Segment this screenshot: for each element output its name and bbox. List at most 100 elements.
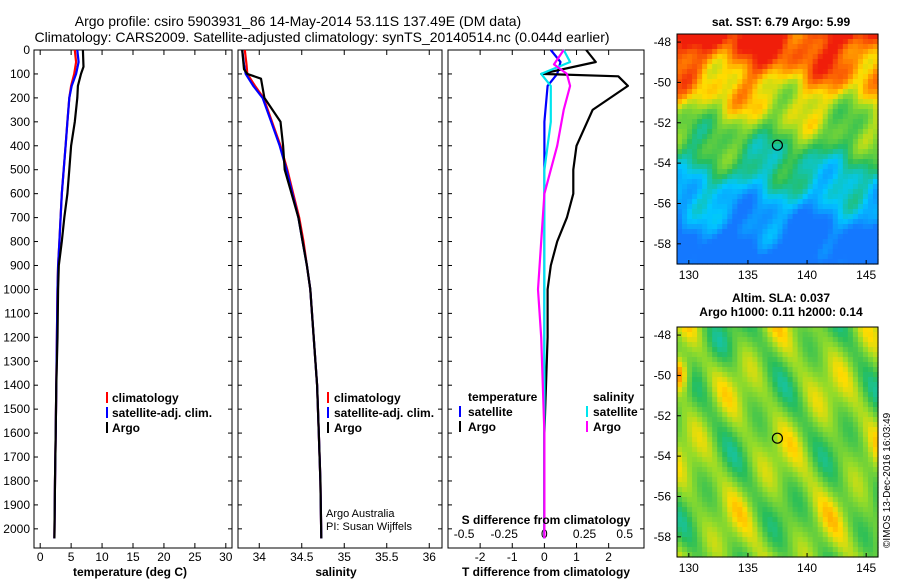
heatmap-cell — [852, 54, 859, 60]
heatmap-cell — [817, 427, 824, 433]
heatmap-cell — [762, 104, 769, 110]
heatmap-cell — [722, 184, 728, 190]
heatmap-cell — [807, 144, 814, 150]
heatmap-cell — [832, 199, 839, 205]
heatmap-cell — [747, 552, 753, 558]
heatmap-cell — [837, 54, 844, 60]
heatmap-cell — [697, 99, 703, 105]
heatmap-cell — [697, 547, 703, 553]
heatmap-cell — [762, 99, 769, 105]
heatmap-cell — [802, 547, 809, 553]
heatmap-cell — [762, 552, 769, 558]
heatmap-cell — [697, 387, 703, 393]
heatmap-cell — [712, 447, 718, 453]
heatmap-cell — [867, 457, 874, 463]
heatmap-cell — [732, 254, 738, 260]
heatmap-cell — [822, 337, 829, 343]
heatmap-cell — [837, 367, 844, 373]
heatmap-cell — [842, 249, 849, 255]
heatmap-cell — [817, 447, 824, 453]
heatmap-cell — [787, 452, 794, 458]
heatmap-cell — [777, 477, 784, 483]
heatmap-cell — [772, 89, 779, 95]
heatmap-cell — [767, 69, 774, 75]
heatmap-cell — [812, 402, 819, 408]
heatmap-cell — [767, 527, 774, 533]
heatmap-cell — [827, 249, 834, 255]
heatmap-cell — [862, 367, 869, 373]
heatmap-cell — [737, 244, 743, 250]
heatmap-cell — [687, 402, 693, 408]
heatmap-cell — [842, 327, 849, 333]
heatmap-cell — [747, 224, 753, 230]
heatmap-cell — [712, 134, 718, 140]
heatmap-cell — [777, 397, 784, 403]
heatmap-cell — [692, 532, 698, 538]
heatmap-cell — [867, 512, 874, 518]
heatmap-cell — [737, 407, 743, 413]
heatmap-cell — [847, 537, 854, 543]
heatmap-cell — [727, 467, 733, 473]
heatmap-cell — [757, 327, 764, 333]
heatmap-cell — [727, 34, 733, 40]
heatmap-cell — [752, 522, 759, 528]
heatmap-cell — [772, 109, 779, 115]
heatmap-cell — [757, 79, 764, 85]
heatmap-cell — [682, 432, 688, 438]
heatmap-cell — [707, 442, 713, 448]
heatmap-cell — [727, 397, 733, 403]
heatmap-cell — [687, 537, 693, 543]
heatmap-cell — [737, 422, 743, 428]
heatmap-cell — [872, 209, 879, 215]
heatmap-cell — [737, 522, 743, 528]
heatmap-cell — [717, 382, 723, 388]
salinity-difference-tick-label: 0.5 — [616, 527, 633, 541]
heatmap-cell — [852, 209, 859, 215]
heatmap-cell — [862, 362, 869, 368]
heatmap-cell — [682, 337, 688, 343]
heatmap-cell — [822, 189, 829, 195]
heatmap-cell — [757, 517, 764, 523]
heatmap-cell — [852, 512, 859, 518]
heatmap-cell — [792, 104, 799, 110]
heatmap-cell — [807, 537, 814, 543]
heatmap-cell — [847, 144, 854, 150]
heatmap-cell — [747, 109, 753, 115]
temperature-x-ticks: 0 5 10 15 20 25 30 — [37, 50, 233, 564]
heatmap-cell — [852, 94, 859, 100]
heatmap-cell — [712, 387, 718, 393]
heatmap-cell — [727, 189, 733, 195]
heatmap-cell — [722, 59, 728, 65]
heatmap-cell — [822, 169, 829, 175]
heatmap-cell — [697, 432, 703, 438]
heatmap-cell — [782, 537, 789, 543]
heatmap-cell — [702, 357, 708, 363]
heatmap-cell — [792, 219, 799, 225]
heatmap-cell — [752, 239, 759, 245]
heatmap-cell — [747, 362, 753, 368]
heatmap-cell — [757, 174, 764, 180]
heatmap-cell — [817, 512, 824, 518]
argo-profile-line — [241, 49, 323, 539]
heatmap-cell — [732, 337, 738, 343]
heatmap-cell — [697, 347, 703, 353]
heatmap-cell — [777, 249, 784, 255]
heatmap-cell — [802, 144, 809, 150]
heatmap-cell — [762, 109, 769, 115]
temperature-legend: climatology satellite-adj. clim. Argo — [106, 391, 212, 435]
heatmap-cell — [792, 54, 799, 60]
heatmap-cell — [797, 387, 804, 393]
heatmap-cell — [682, 362, 688, 368]
heatmap-cell — [687, 487, 693, 493]
heatmap-cell — [702, 542, 708, 548]
heatmap-cell — [812, 114, 819, 120]
heatmap-cell — [867, 387, 874, 393]
heatmap-cell — [727, 482, 733, 488]
heatmap-cell — [727, 507, 733, 513]
heatmap-cell — [827, 417, 834, 423]
heatmap-cell — [777, 104, 784, 110]
heatmap-cell — [717, 79, 723, 85]
heatmap-cell — [812, 372, 819, 378]
heatmap-cell — [717, 249, 723, 255]
heatmap-cell — [797, 552, 804, 558]
